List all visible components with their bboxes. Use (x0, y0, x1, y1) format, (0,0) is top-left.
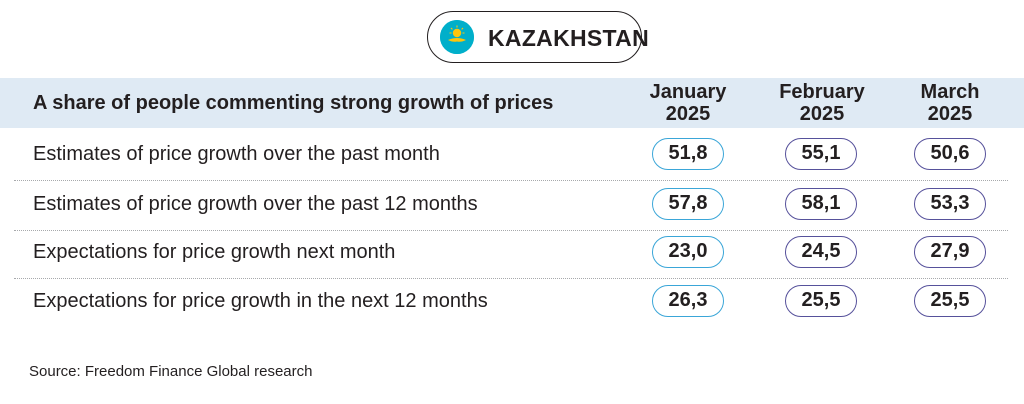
column-header-january: January 2025 (628, 81, 748, 125)
value-pill-january: 57,8 (652, 188, 724, 220)
row-label: Expectations for price growth in the nex… (33, 290, 488, 312)
column-month: January (649, 81, 727, 103)
value-pill-january: 23,0 (652, 236, 724, 268)
kazakhstan-flag-icon (440, 20, 474, 54)
column-header-february: February 2025 (762, 81, 882, 125)
column-month: February (779, 81, 865, 103)
source-note: Source: Freedom Finance Global research (29, 363, 313, 380)
row-label: Estimates of price growth over the past … (33, 193, 478, 215)
column-year: 2025 (927, 103, 973, 125)
column-month: March (920, 81, 980, 103)
country-name: KAZAKHSTAN (488, 25, 650, 51)
value-pill-february: 24,5 (785, 236, 857, 268)
table-row: Expectations for price growth next month… (14, 228, 1008, 279)
table-header: A share of people commenting strong grow… (0, 78, 1024, 128)
value-pill-january: 26,3 (652, 285, 724, 317)
value-pill-march: 25,5 (914, 285, 986, 317)
column-year: 2025 (665, 103, 711, 125)
table-row: Estimates of price growth over the past … (14, 180, 1008, 231)
table-title: A share of people commenting strong grow… (33, 92, 554, 114)
value-pill-february: 55,1 (785, 138, 857, 170)
table-row: Expectations for price growth in the nex… (14, 277, 1008, 327)
value-pill-march: 53,3 (914, 188, 986, 220)
column-header-march: March 2025 (890, 81, 1010, 125)
value-pill-march: 50,6 (914, 138, 986, 170)
value-pill-february: 25,5 (785, 285, 857, 317)
table-row: Estimates of price growth over the past … (14, 130, 1008, 181)
row-label: Estimates of price growth over the past … (33, 143, 440, 165)
column-year: 2025 (799, 103, 845, 125)
value-pill-february: 58,1 (785, 188, 857, 220)
value-pill-january: 51,8 (652, 138, 724, 170)
flag-emblem (440, 20, 474, 54)
value-pill-march: 27,9 (914, 236, 986, 268)
row-label: Expectations for price growth next month (33, 241, 396, 263)
country-badge: KAZAKHSTAN (427, 11, 649, 63)
